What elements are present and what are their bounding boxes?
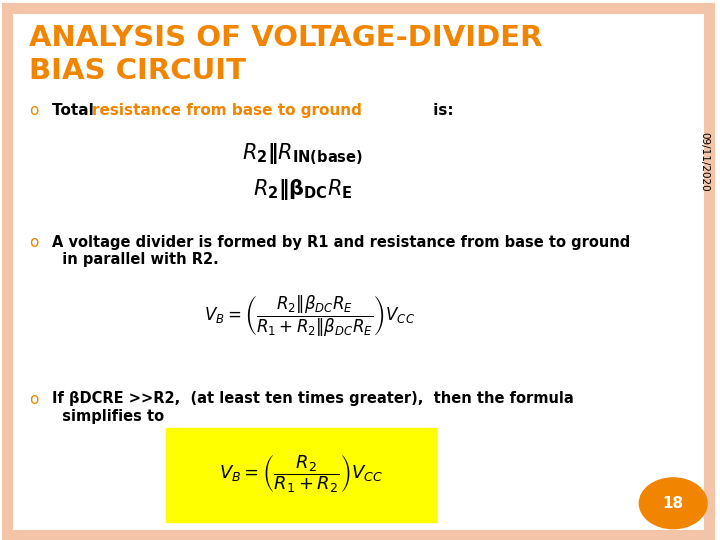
Text: $\mathit{V}_B = \left(\dfrac{\mathit{R}_2}{\mathit{R}_1 + \mathit{R}_2}\right) \: $\mathit{V}_B = \left(\dfrac{\mathit{R}_… <box>219 453 383 495</box>
FancyBboxPatch shape <box>7 8 709 535</box>
Text: $\mathit{V}_B = \left(\dfrac{\mathit{R}_2 \| \beta_{DC} \mathit{R}_E}{\mathit{R}: $\mathit{V}_B = \left(\dfrac{\mathit{R}_… <box>204 293 415 339</box>
Text: Total: Total <box>52 103 99 118</box>
Text: is:: is: <box>428 103 454 118</box>
Text: o: o <box>29 235 38 250</box>
Text: ANALYSIS OF VOLTAGE-DIVIDER: ANALYSIS OF VOLTAGE-DIVIDER <box>29 24 542 52</box>
Text: If βDCRE >>R2,  (at least ten times greater),  then the formula
  simplifies to: If βDCRE >>R2, (at least ten times great… <box>52 392 574 424</box>
Text: A voltage divider is formed by R1 and resistance from base to ground
  in parall: A voltage divider is formed by R1 and re… <box>52 235 630 267</box>
Circle shape <box>639 478 707 529</box>
Text: $\mathbf{\mathit{R}_2 \| \beta_{DC} \mathit{R}_E}$: $\mathbf{\mathit{R}_2 \| \beta_{DC} \mat… <box>253 177 352 201</box>
Text: $\mathbf{\mathit{R}_2 \| \mathit{R}_{IN(base)}}$: $\mathbf{\mathit{R}_2 \| \mathit{R}_{IN(… <box>242 141 363 167</box>
Text: o: o <box>29 392 38 407</box>
Text: resistance from base to ground: resistance from base to ground <box>92 103 362 118</box>
Text: o: o <box>29 103 38 118</box>
Text: 18: 18 <box>662 496 684 511</box>
Text: BIAS CIRCUIT: BIAS CIRCUIT <box>29 57 246 85</box>
Text: 09/11/2020: 09/11/2020 <box>699 132 709 192</box>
FancyBboxPatch shape <box>166 428 436 522</box>
